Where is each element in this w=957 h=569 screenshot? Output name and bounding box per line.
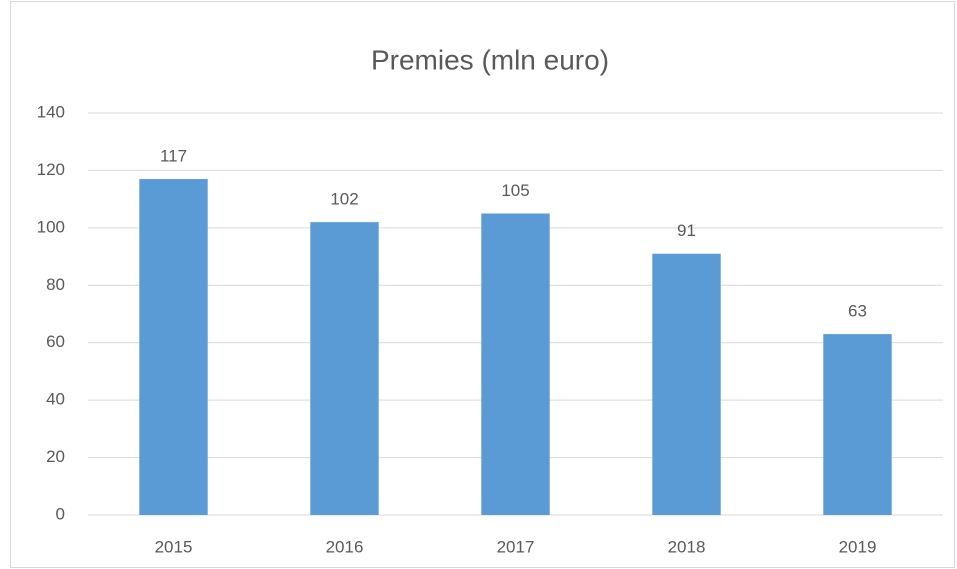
bar xyxy=(481,213,550,515)
x-tick-label: 2017 xyxy=(497,537,535,556)
data-label: 63 xyxy=(848,302,867,321)
y-tick-label: 60 xyxy=(46,332,65,351)
bar xyxy=(310,222,379,515)
y-tick-label: 40 xyxy=(46,390,65,409)
y-tick-label: 20 xyxy=(46,447,65,466)
data-label: 91 xyxy=(677,221,696,240)
y-tick-label: 80 xyxy=(46,275,65,294)
data-label: 117 xyxy=(160,147,187,166)
data-label: 102 xyxy=(330,190,358,209)
y-tick-label: 140 xyxy=(37,102,65,121)
y-tick-label: 120 xyxy=(37,160,65,179)
x-tick-label: 2015 xyxy=(155,537,193,556)
y-tick-label: 100 xyxy=(37,217,65,236)
x-tick-label: 2018 xyxy=(668,537,706,556)
bar xyxy=(823,334,892,515)
x-tick-label: 2019 xyxy=(839,537,877,556)
chart-title: Premies (mln euro) xyxy=(371,44,609,75)
data-label: 105 xyxy=(501,181,529,200)
bar xyxy=(652,253,721,515)
x-tick-label: 2016 xyxy=(326,537,364,556)
y-tick-label: 0 xyxy=(56,504,65,523)
bar xyxy=(139,179,208,516)
